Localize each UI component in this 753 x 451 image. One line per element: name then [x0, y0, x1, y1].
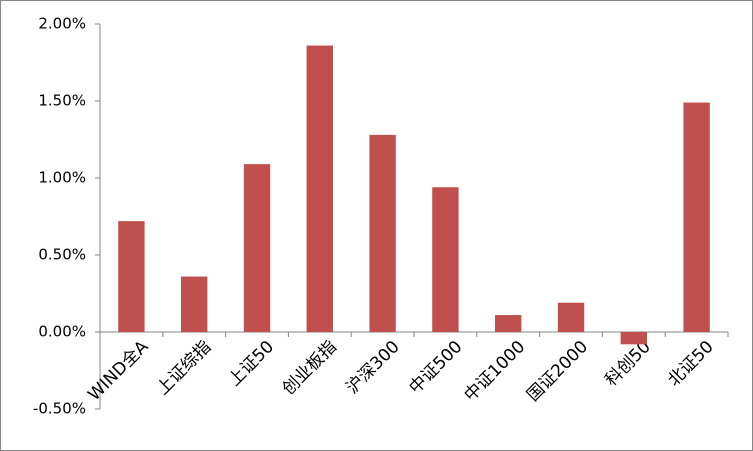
bar — [432, 187, 459, 332]
bar — [306, 45, 333, 333]
y-tick-label: 1.50% — [38, 92, 86, 110]
bar — [557, 302, 585, 332]
y-tick-label: 1.00% — [38, 169, 86, 187]
bar — [118, 221, 145, 332]
y-tick-label: -0.50% — [33, 400, 86, 418]
bar — [620, 332, 647, 345]
bar — [243, 164, 271, 332]
y-tick-label: 2.00% — [38, 15, 86, 33]
bar — [369, 134, 396, 332]
y-tick-label: 0.50% — [38, 246, 86, 264]
bar — [181, 276, 208, 332]
bar — [495, 315, 522, 332]
bar — [683, 102, 710, 332]
y-tick-label: 0.00% — [38, 323, 86, 341]
